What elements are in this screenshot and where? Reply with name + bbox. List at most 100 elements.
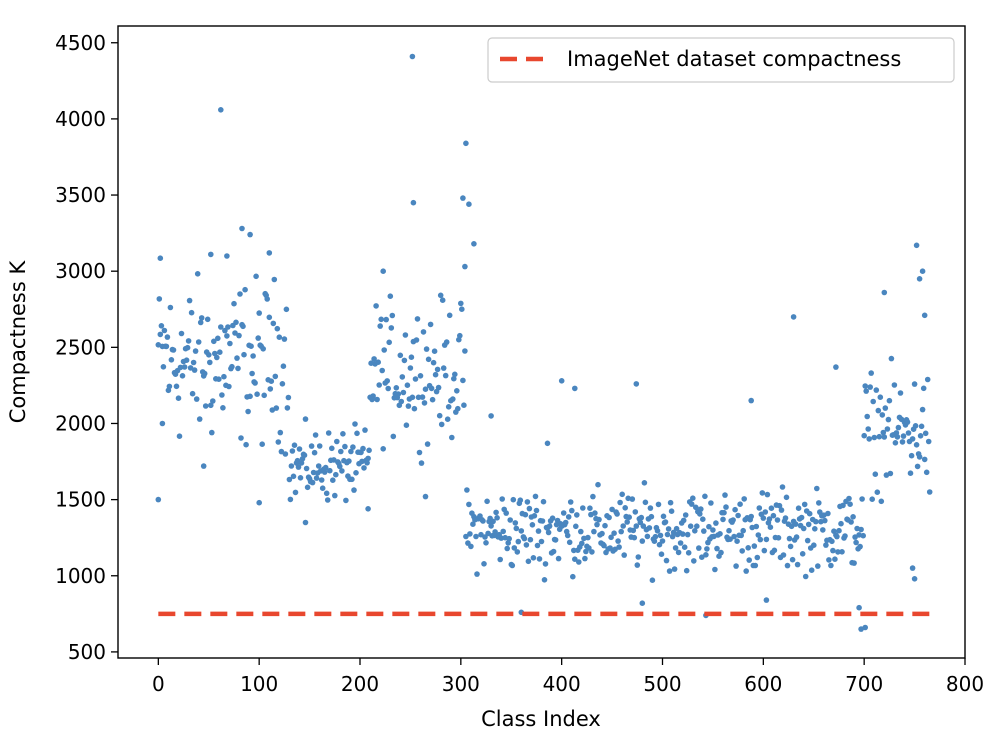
data-point	[217, 349, 223, 356]
data-point	[413, 337, 420, 343]
data-point	[723, 504, 729, 510]
data-point	[177, 364, 184, 371]
data-point	[416, 449, 423, 456]
data-point	[474, 571, 480, 577]
data-point	[521, 535, 528, 542]
data-point	[420, 329, 427, 335]
data-point	[366, 447, 372, 454]
data-point	[631, 534, 638, 541]
x-tick-label: 300	[442, 672, 480, 696]
data-point	[255, 335, 261, 341]
legend: ImageNet dataset compactness	[487, 37, 955, 83]
data-point	[429, 396, 436, 403]
data-point	[240, 323, 246, 330]
data-point	[591, 528, 597, 535]
data-points	[155, 53, 933, 632]
data-point	[446, 312, 453, 319]
data-point	[322, 464, 329, 471]
data-point	[665, 526, 672, 532]
data-point	[872, 471, 879, 478]
data-point	[667, 499, 674, 506]
data-point	[573, 523, 579, 530]
data-point	[277, 429, 284, 436]
data-point	[629, 496, 636, 502]
data-point	[865, 426, 871, 432]
data-point	[899, 439, 906, 445]
data-point	[655, 501, 662, 508]
data-point	[400, 389, 407, 396]
data-point	[544, 440, 551, 447]
data-point	[189, 390, 196, 397]
data-point	[718, 549, 724, 556]
data-point	[211, 338, 217, 345]
data-point	[421, 400, 428, 406]
data-point	[490, 518, 496, 525]
data-point	[334, 438, 340, 445]
data-point	[812, 526, 818, 532]
data-point	[332, 492, 338, 499]
data-point	[733, 563, 739, 569]
data-point	[924, 376, 931, 383]
data-point	[735, 512, 741, 519]
data-point	[348, 448, 354, 455]
data-point	[693, 504, 699, 511]
data-point	[717, 531, 723, 537]
data-point	[782, 515, 789, 521]
data-point	[570, 573, 576, 580]
data-point	[799, 551, 806, 557]
data-point	[504, 545, 511, 552]
data-point	[297, 475, 304, 481]
data-point	[666, 568, 673, 574]
data-point	[630, 527, 637, 534]
data-point	[542, 561, 549, 567]
y-tick-label: 500	[68, 640, 106, 664]
data-point	[768, 505, 775, 512]
data-point	[726, 527, 732, 534]
data-point	[697, 511, 703, 517]
data-point	[431, 348, 438, 355]
data-point	[922, 430, 929, 437]
data-point	[260, 346, 267, 352]
data-point	[534, 542, 541, 549]
data-point	[752, 562, 759, 569]
data-point	[582, 555, 588, 562]
data-point	[233, 319, 239, 326]
data-point	[888, 355, 895, 362]
data-point	[386, 339, 393, 346]
data-point	[790, 314, 797, 320]
data-point	[835, 549, 841, 555]
data-point	[873, 387, 880, 393]
data-point	[256, 310, 263, 316]
data-point	[529, 522, 536, 528]
data-point	[221, 373, 227, 380]
x-axis-ticks: 0 100 200 300 400 500 600 700 800	[152, 658, 984, 696]
y-tick-label: 4000	[55, 107, 106, 131]
data-point	[494, 515, 500, 521]
data-point	[225, 324, 231, 330]
data-point	[700, 516, 706, 522]
data-point	[415, 394, 422, 401]
data-point	[760, 515, 767, 521]
data-point	[913, 242, 920, 249]
data-point	[208, 251, 214, 258]
data-point	[422, 493, 429, 500]
data-point	[621, 552, 627, 558]
data-point	[560, 510, 567, 516]
data-point	[302, 519, 309, 526]
data-point	[316, 443, 323, 449]
data-point	[916, 276, 923, 282]
data-point	[626, 514, 632, 520]
data-point	[224, 333, 230, 339]
data-point	[679, 531, 686, 537]
data-point	[401, 357, 408, 364]
data-point	[449, 434, 455, 441]
data-point	[918, 423, 925, 430]
data-point	[275, 439, 282, 445]
data-point	[672, 545, 679, 551]
data-point	[242, 286, 248, 293]
data-point	[312, 432, 319, 438]
data-point	[511, 545, 518, 551]
data-point	[191, 367, 198, 373]
data-point	[271, 276, 278, 283]
